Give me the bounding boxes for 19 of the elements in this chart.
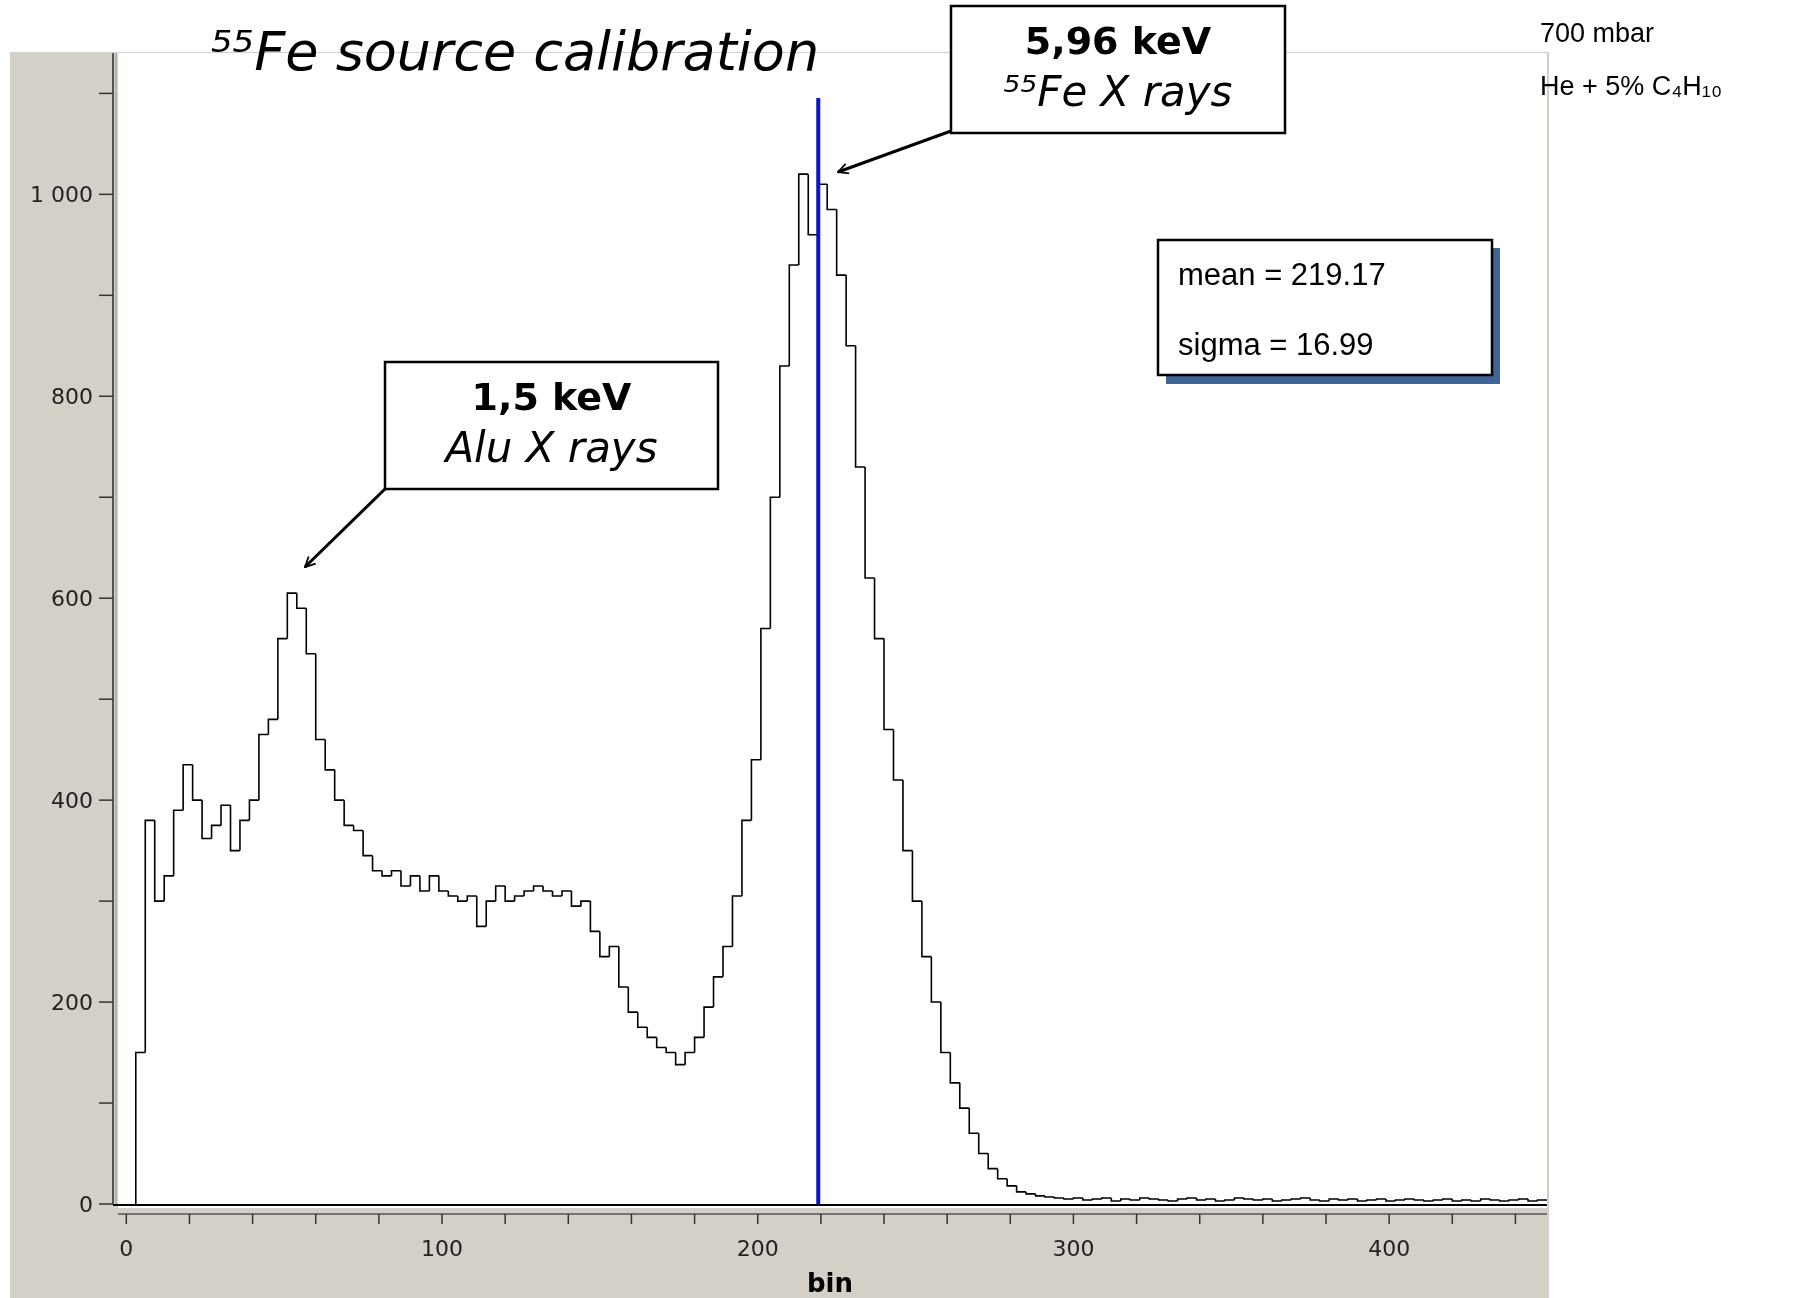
x-tick-label: 300 <box>1052 1236 1095 1261</box>
chart-title: ⁵⁵Fe source calibration <box>210 20 820 83</box>
y-tick-label: 800 <box>51 383 93 409</box>
x-tick-label: 200 <box>736 1236 779 1261</box>
annotation: He + 5% C₄H₁₀ <box>1540 71 1723 101</box>
x-tick-label: 400 <box>1368 1236 1411 1261</box>
x-axis-title: bin <box>806 1268 854 1298</box>
y-tick-label: 400 <box>51 787 93 813</box>
y-tick-label: 1 000 <box>30 182 93 208</box>
annotation: 1,5 keV Alu X rays <box>442 375 658 472</box>
annotation: 5,96 keV ⁵⁵Fe X rays <box>1003 19 1233 116</box>
y-tick-label: 600 <box>51 585 93 611</box>
annotation: sigma = 16.99 <box>1178 327 1374 362</box>
x-tick-label: 0 <box>119 1236 134 1261</box>
text: 700 mbar <box>1540 18 1655 48</box>
y-tick-label: 0 <box>79 1191 93 1217</box>
annotation: mean = 219.17 <box>1178 257 1386 292</box>
y-tick-label: 200 <box>51 989 93 1015</box>
x-tick-label: 100 <box>421 1236 464 1261</box>
